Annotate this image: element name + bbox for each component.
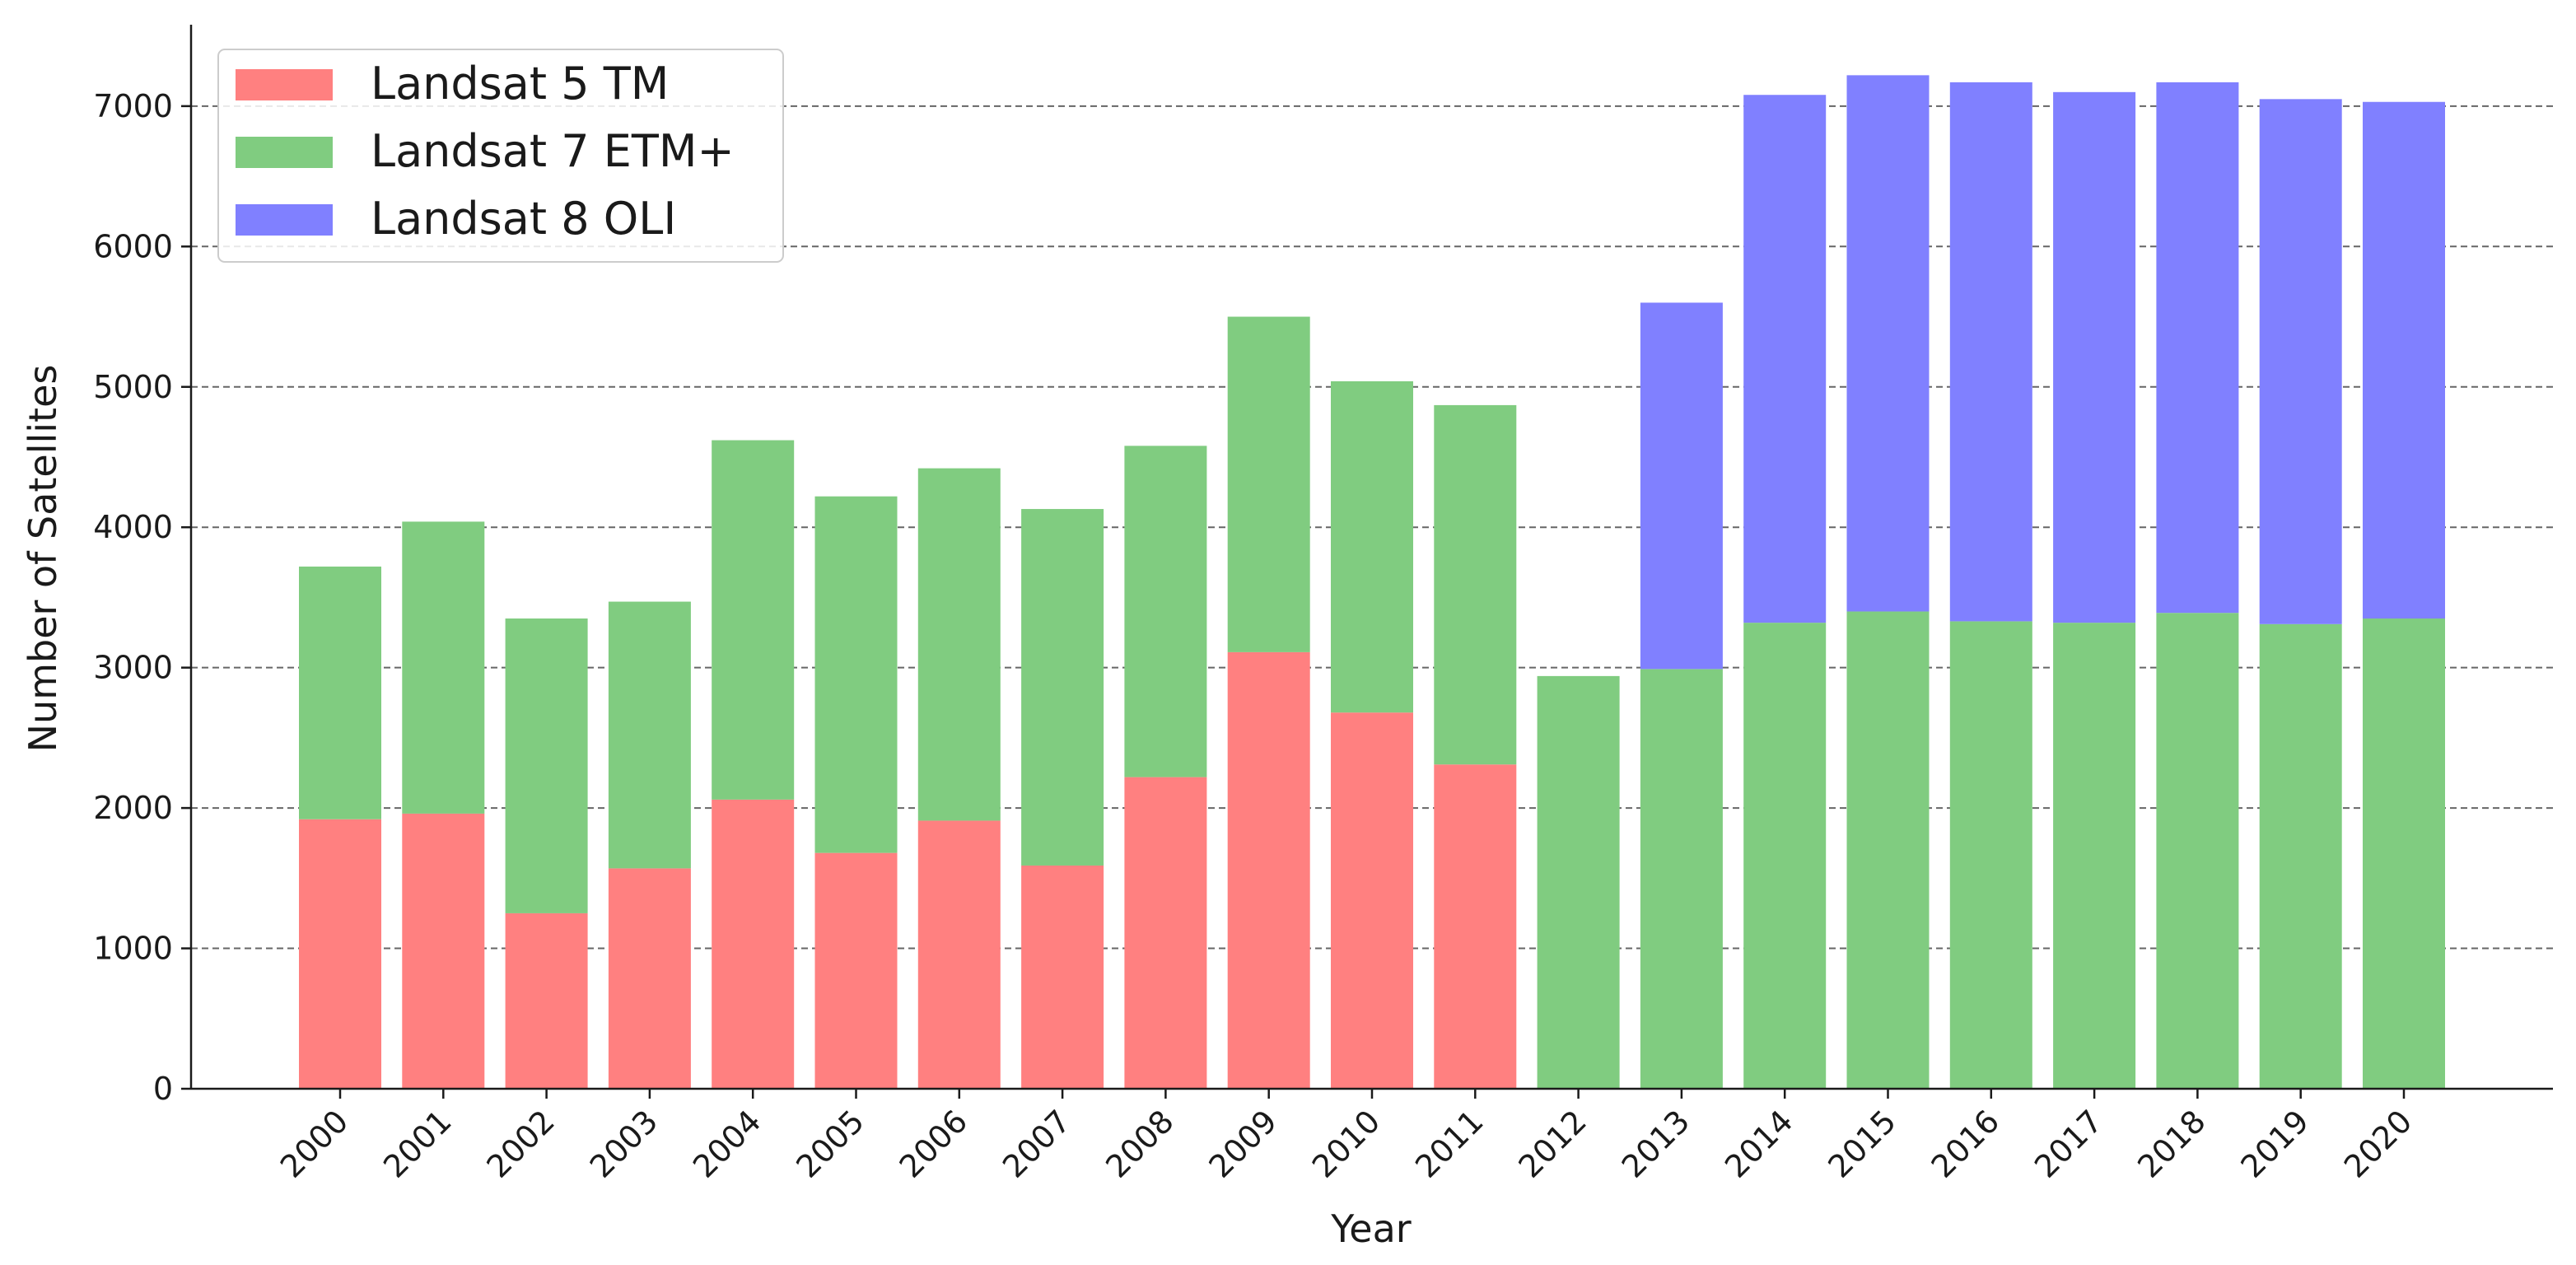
x-tick-label: 2015 [1821, 1103, 1903, 1185]
y-tick-label: 6000 [93, 228, 173, 264]
y-tick-label: 1000 [93, 931, 173, 967]
bar-segment [1743, 623, 1827, 1089]
bar-segment [1949, 82, 2032, 622]
x-tick-label: 2008 [1099, 1103, 1181, 1185]
bar-segment [917, 820, 1001, 1089]
bar-segment [1537, 675, 1620, 1089]
bar-segment [1124, 777, 1207, 1089]
bar-segment [917, 468, 1001, 821]
bar-segment [402, 813, 485, 1089]
bar-segment [814, 496, 898, 853]
bar-segment [2053, 623, 2136, 1089]
bar-segment [2363, 101, 2445, 618]
bars [299, 75, 2445, 1089]
y-tick-label: 4000 [93, 509, 173, 545]
bar-segment [1227, 651, 1310, 1089]
x-tick-label: 2003 [583, 1103, 665, 1185]
y-tick-label: 3000 [93, 650, 173, 686]
y-tick-label: 7000 [93, 88, 173, 124]
x-tick-label: 2011 [1408, 1103, 1491, 1185]
x-tick-label: 2005 [789, 1103, 871, 1185]
bar-segment [1949, 621, 2032, 1089]
legend-label: Landsat 7 ETM+ [371, 125, 735, 177]
y-tick-label: 2000 [93, 790, 173, 826]
bar-segment [1021, 865, 1104, 1089]
x-tick-labels: 2000 2001 2002 2003 2004 2005 2006 2007 2008 2009… [273, 1103, 2420, 1185]
y-tick-labels: 0 1000 2000 3000 4000 5000 6000 7000 [93, 88, 173, 1107]
legend-label: Landsat 5 TM [371, 58, 669, 110]
bar-segment [505, 618, 588, 913]
x-tick-label: 2009 [1202, 1103, 1285, 1185]
legend-swatch [236, 204, 333, 236]
bar-segment [1640, 302, 1723, 670]
bar-segment [402, 521, 485, 814]
x-tick-label: 2018 [2130, 1103, 2213, 1185]
x-tick-label: 2000 [273, 1103, 356, 1185]
x-tick-label: 2014 [1718, 1103, 1800, 1185]
legend: Landsat 5 TM Landsat 7 ETM+ Landsat 8 OLI [217, 49, 784, 263]
bar-segment [1640, 669, 1723, 1089]
bar-segment [1124, 446, 1207, 777]
legend-swatch [236, 137, 333, 168]
bar-segment [1021, 509, 1104, 866]
bar-segment [2363, 618, 2445, 1089]
x-tick-label: 2020 [2337, 1103, 2420, 1185]
x-tick-label: 2013 [1615, 1103, 1697, 1185]
bar-segment [2053, 91, 2136, 623]
bar-segment [1743, 95, 1827, 623]
x-tick-label: 2010 [1305, 1103, 1388, 1185]
bar-segment [608, 868, 691, 1089]
x-tick-label: 2001 [376, 1103, 459, 1185]
y-tick-label: 5000 [93, 369, 173, 405]
x-axis-label: Year [1330, 1207, 1411, 1251]
y-axis-label: Number of Satellites [21, 365, 65, 753]
bar-segment [712, 799, 795, 1089]
bar-segment [1331, 712, 1413, 1089]
x-tick-label: 2007 [996, 1103, 1078, 1185]
axes [181, 25, 2553, 1099]
legend-frame [217, 49, 784, 263]
bar-segment [1331, 380, 1413, 713]
legend-swatch [236, 69, 333, 100]
bar-segment [2259, 623, 2342, 1089]
bar-segment [299, 819, 381, 1089]
x-tick-label: 2012 [1511, 1103, 1594, 1185]
bar-segment [2156, 613, 2239, 1089]
bar-segment [2156, 82, 2239, 614]
x-tick-label: 2016 [1925, 1103, 2007, 1185]
bar-segment [299, 566, 381, 819]
bar-segment [1434, 764, 1517, 1089]
bar-segment [505, 913, 588, 1089]
x-tick-label: 2019 [2234, 1103, 2317, 1185]
bar-segment [1846, 611, 1930, 1089]
legend-label: Landsat 8 OLI [371, 193, 676, 245]
x-tick-label: 2002 [479, 1103, 562, 1185]
bar-segment [2259, 99, 2342, 624]
bar-segment [1846, 75, 1930, 612]
bar-segment [608, 601, 691, 869]
bar-segment [1227, 316, 1310, 652]
y-tick-label: 0 [153, 1071, 173, 1107]
x-tick-label: 2017 [2028, 1103, 2110, 1185]
bar-segment [1434, 404, 1517, 765]
bar-segment [712, 440, 795, 800]
bar-segment [814, 852, 898, 1089]
x-tick-label: 2004 [686, 1103, 768, 1185]
x-tick-label: 2006 [893, 1103, 975, 1185]
